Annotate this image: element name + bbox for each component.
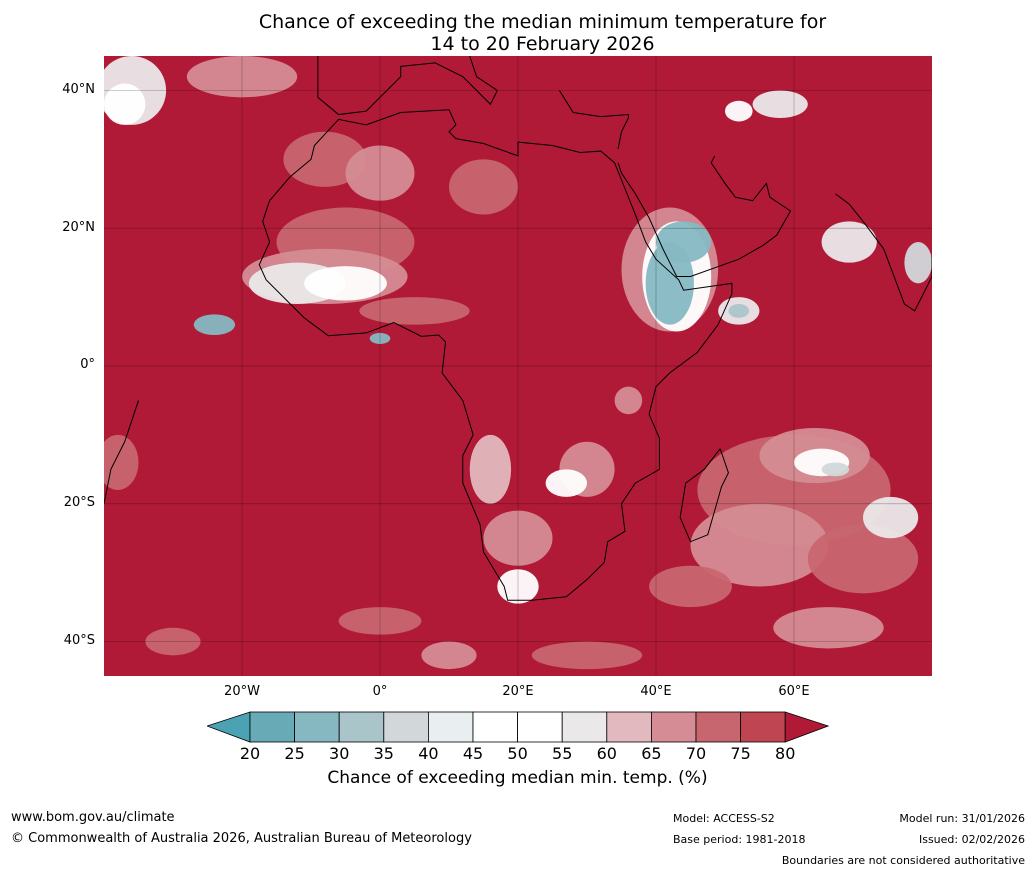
coastline-europe: [317, 56, 498, 116]
probability-region: [304, 266, 387, 301]
title-line-2: 14 to 20 February 2026: [430, 33, 655, 55]
colorbar-segment: [561, 711, 608, 743]
footer-copyright: © Commonwealth of Australia 2026, Austra…: [11, 831, 472, 846]
colorbar-segment: [606, 711, 652, 743]
y-tick-20n: 20°N: [62, 220, 95, 235]
y-tick-40n: 40°N: [62, 82, 95, 97]
colorbar-segment: [249, 711, 295, 743]
colorbar-label: 45: [462, 744, 484, 763]
colorbar-title: Chance of exceeding median min. temp. (%…: [327, 768, 708, 788]
colorbar-label: 20: [239, 744, 261, 763]
probability-region: [614, 386, 643, 415]
probability-region: [690, 503, 829, 587]
colorbar-label: 60: [596, 744, 617, 763]
y-tick-20s: 20°S: [63, 495, 95, 510]
colorbar-segment: [517, 711, 563, 743]
footer-model: Model: ACCESS-S2: [673, 812, 775, 825]
colorbar-segment: [695, 711, 741, 743]
probability-region: [752, 90, 808, 118]
probability-region: [773, 607, 884, 649]
colorbar-segment: [427, 711, 474, 743]
y-tick-40s: 40°S: [63, 633, 95, 648]
colorbar-label: 65: [641, 744, 662, 763]
footer-model-run: Model run: 31/01/2026: [899, 812, 1025, 825]
title-line-1: Chance of exceeding the median minimum t…: [258, 11, 827, 33]
probability-region: [807, 524, 919, 594]
probability-region: [449, 159, 518, 215]
probability-region: [338, 607, 422, 635]
colorbar-segment: [740, 711, 786, 743]
probability-region: [649, 565, 732, 608]
x-tick-20e: 20°E: [502, 684, 534, 699]
coastline-africa: [258, 109, 733, 601]
colorbar-label: 75: [730, 744, 751, 763]
colorbar-segment: [338, 711, 385, 743]
footer-disclaimer: Boundaries are not considered authoritat…: [781, 854, 1025, 867]
colorbar-segment: [472, 711, 518, 743]
colorbar-label: 50: [507, 744, 528, 763]
probability-region: [821, 462, 850, 477]
probability-region: [359, 297, 470, 325]
x-tick-40e: 40°E: [640, 684, 672, 699]
colorbar-segment: [650, 711, 697, 743]
footer-base-period: Base period: 1981-2018: [673, 833, 806, 846]
probability-region: [497, 569, 539, 604]
x-tick-60e: 60°E: [778, 684, 810, 699]
x-tick-0: 0°: [372, 684, 388, 699]
colorbar-label: 25: [284, 744, 305, 763]
y-tick-0: 0°: [80, 357, 95, 372]
probability-map: [104, 56, 932, 676]
footer-issued: Issued: 02/02/2026: [918, 833, 1025, 846]
probability-region: [725, 100, 753, 122]
probability-region: [193, 314, 236, 335]
probability-region: [821, 221, 877, 263]
probability-region: [483, 510, 553, 566]
probability-region: [656, 221, 712, 263]
probability-region: [469, 434, 512, 504]
probability-region: [104, 434, 139, 490]
footer-url[interactable]: www.bom.gov.au/climate: [11, 810, 175, 825]
probability-region: [904, 242, 932, 284]
probability-region: [104, 83, 146, 125]
colorbar-segment: [383, 711, 429, 743]
coastline-brazil: [104, 400, 139, 504]
colorbar-label: 40: [418, 744, 439, 763]
x-tick-20w: 20°W: [224, 684, 260, 699]
probability-region: [345, 145, 415, 201]
probability-region: [145, 627, 201, 656]
probability-region: [728, 304, 750, 318]
colorbar-label: 35: [373, 744, 394, 763]
probability-region: [421, 641, 477, 670]
coastline-arabia: [617, 155, 792, 277]
colorbar-label: 30: [329, 744, 350, 763]
probability-region: [531, 641, 643, 670]
colorbar: [207, 711, 829, 743]
probability-region: [545, 469, 587, 497]
colorbar-label: 80: [775, 744, 796, 763]
probability-region: [645, 242, 694, 325]
probability-region: [369, 332, 391, 344]
coastline-madagascar: [679, 448, 729, 543]
colorbar-label: 55: [552, 744, 573, 763]
coastline-turkey: [558, 90, 629, 150]
colorbar-label: 70: [685, 744, 707, 763]
colorbar-over-arrow: [784, 711, 829, 743]
colorbar-segment: [294, 711, 340, 743]
coastline-india: [835, 193, 932, 312]
probability-region: [863, 496, 919, 539]
probability-region: [186, 56, 298, 98]
colorbar-under-arrow: [207, 711, 251, 743]
